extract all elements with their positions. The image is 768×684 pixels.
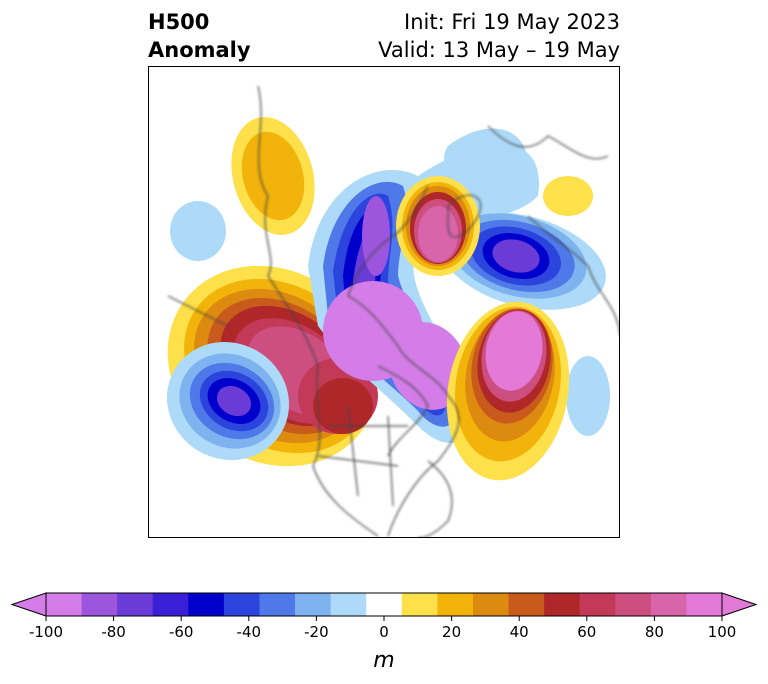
colorbar-tick-label: -40 [237, 623, 262, 641]
colorbar-bin [579, 593, 616, 616]
colorbar-bin [401, 593, 438, 616]
title-type: Anomaly [148, 38, 251, 62]
colorbar-bin [152, 593, 189, 616]
colorbar-bin [650, 593, 687, 616]
colorbar-bin [472, 593, 510, 616]
coastlines [167, 85, 620, 538]
colorbar-tick-label: 40 [510, 623, 529, 641]
colorbar-tick-label: 100 [708, 623, 737, 641]
colorbar-tick-label: 0 [379, 623, 389, 641]
colorbar-bin [117, 593, 154, 616]
colorbar-bin [188, 593, 225, 616]
ridge-north-atlantic [446, 301, 570, 481]
map-frame [148, 66, 620, 538]
colorbar-bin [330, 593, 367, 616]
colorbar-bin [686, 593, 723, 616]
anomaly-map [148, 66, 620, 538]
colorbar-bin [259, 593, 296, 616]
ridge-greenland [396, 176, 480, 276]
colorbar-tick-label: -60 [169, 623, 194, 641]
title-right: Init: Fri 19 May 2023 Valid: 13 May – 19… [378, 8, 620, 64]
title-left: H500 Anomaly [148, 8, 251, 64]
colorbar-bin [615, 593, 652, 616]
colorbar-bin [46, 593, 83, 616]
colorbar-bin [295, 593, 332, 616]
trough-north-atlantic [440, 128, 610, 436]
colorbar-tick-label: 80 [645, 623, 664, 641]
colorbar-bin [223, 593, 260, 616]
colorbar-boxes [10, 592, 758, 617]
colorbar-bin [544, 593, 581, 616]
colorbar-bin [81, 593, 118, 616]
colorbar-unit: m [373, 648, 394, 673]
colorbar-bin [508, 593, 545, 616]
colorbar-extend-min [10, 592, 47, 617]
ridge-northwest [231, 117, 315, 235]
ridge-east [543, 176, 593, 216]
colorbar-tick-label: 60 [577, 623, 596, 641]
colorbar: -100 -80 -60 -40 -20 0 20 40 60 80 100 m [10, 592, 758, 673]
colorbar-tick-label: -20 [304, 623, 329, 641]
weak-trough-west [170, 201, 226, 261]
colorbar-bin [366, 593, 403, 616]
trough-arctic-central [308, 144, 539, 443]
colorbar-extend-max [721, 592, 758, 617]
trough-northeast-pacific [166, 341, 290, 461]
init-date: Init: Fri 19 May 2023 [404, 10, 620, 34]
colorbar-bin [437, 593, 474, 616]
colorbar-tick-label: 20 [442, 623, 461, 641]
valid-range: Valid: 13 May – 19 May [378, 38, 620, 62]
colorbar-ticks: -100 -80 -60 -40 -20 0 20 40 60 80 100 [29, 616, 736, 641]
title-variable: H500 [148, 10, 210, 34]
colorbar-tick-label: -80 [101, 623, 126, 641]
colorbar-tick-label: -100 [29, 623, 63, 641]
